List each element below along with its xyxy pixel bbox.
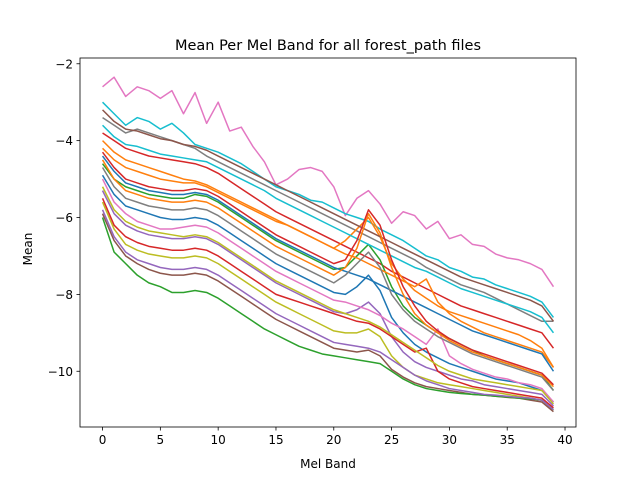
x-tick-label: 5 xyxy=(157,433,165,447)
series-line-12 xyxy=(102,140,555,368)
series-line-14 xyxy=(102,124,555,334)
series-line-21 xyxy=(101,159,554,388)
series-line-16 xyxy=(101,155,555,372)
series-line-18 xyxy=(102,109,555,322)
series-line-10 xyxy=(101,213,554,413)
series-line-1 xyxy=(102,76,555,288)
x-tick-label: 25 xyxy=(384,433,399,447)
series-line-19 xyxy=(101,209,554,411)
y-tick-label: −4 xyxy=(55,134,73,148)
series-line-22 xyxy=(101,151,554,386)
x-tick-label: 30 xyxy=(442,433,457,447)
series-line-17 xyxy=(101,186,555,405)
x-tick-label: 35 xyxy=(500,433,515,447)
x-tick-label: 10 xyxy=(211,433,226,447)
x-tick-label: 15 xyxy=(268,433,283,447)
series-line-4 xyxy=(102,132,555,349)
series-line-20 xyxy=(101,167,555,391)
series-line-9 xyxy=(101,201,554,411)
series-line-13 xyxy=(101,178,555,403)
series-layer xyxy=(101,76,555,413)
y-tick-label: −6 xyxy=(55,211,73,225)
axes-layer: 0 5 10 15 20 25 30 35 40 −2 −4 −6 −8 −10 xyxy=(48,57,577,447)
series-line-8 xyxy=(101,190,554,407)
series-line-6 xyxy=(101,163,555,391)
series-line-7 xyxy=(101,174,554,403)
x-axis-label: Mel Band xyxy=(300,457,356,471)
y-tick-label: −8 xyxy=(55,288,73,302)
series-line-2 xyxy=(102,101,555,318)
y-tick-label: −10 xyxy=(48,365,73,379)
series-line-11 xyxy=(101,217,554,411)
x-tick-label: 40 xyxy=(557,433,572,447)
series-line-15 xyxy=(101,198,554,409)
y-axis-label: Mean xyxy=(21,233,35,266)
x-tick-label: 20 xyxy=(326,433,341,447)
chart-title: Mean Per Mel Band for all forest_path fi… xyxy=(175,38,481,54)
y-tick-label: −2 xyxy=(55,57,73,71)
x-tick-label: 0 xyxy=(99,433,107,447)
plot-frame xyxy=(79,57,577,428)
